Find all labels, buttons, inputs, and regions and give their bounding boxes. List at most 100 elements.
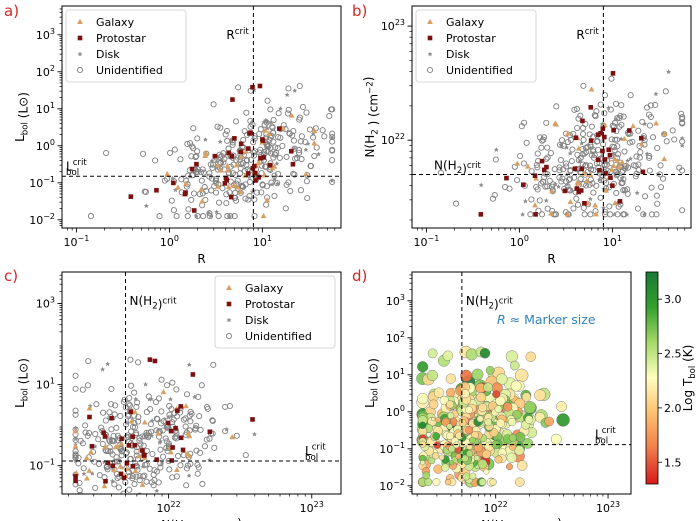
unidentified-point [437, 169, 444, 176]
source-point [447, 412, 455, 420]
legend-label-protostar: Protostar [245, 298, 295, 311]
galaxy-point [141, 419, 148, 425]
unidentified-point [309, 134, 317, 141]
disk-point [173, 187, 178, 193]
unidentified-point [111, 411, 118, 418]
unidentified-point [556, 141, 563, 148]
y-tick-label: 10−1 [379, 441, 405, 456]
colorbar-tick-label: 1.5 [664, 456, 682, 469]
protostar-point [250, 417, 255, 422]
protostar-point [228, 194, 234, 200]
disk-point [247, 174, 252, 180]
galaxy-point [128, 418, 135, 424]
source-point [489, 478, 497, 486]
galaxy-point [256, 159, 262, 165]
protostar-point [600, 126, 606, 131]
unidentified-point [135, 359, 142, 366]
galaxy-point [237, 188, 244, 195]
unidentified-point [111, 500, 116, 505]
protostar-point [101, 430, 106, 436]
source-point [514, 445, 525, 456]
protostar-point [608, 175, 613, 180]
y-tick-label: 101 [36, 101, 55, 116]
unidentified-point [96, 472, 103, 479]
disk-point [278, 106, 283, 111]
disk-point [108, 496, 113, 501]
unidentified-point [72, 407, 79, 414]
galaxy-point [83, 475, 90, 481]
y-tick-label: 103 [36, 296, 55, 311]
unidentified-point [304, 195, 311, 202]
disk-point [162, 416, 168, 422]
source-point [461, 454, 469, 463]
legend-marker-unidentified [76, 66, 84, 74]
galaxy-point [238, 153, 245, 159]
protostar-point [118, 471, 124, 477]
y-tick-label: 1023 [381, 18, 405, 33]
disk-point [123, 420, 129, 426]
unidentified-point [669, 127, 676, 134]
source-point [478, 403, 488, 413]
unidentified-point [77, 491, 84, 494]
disk-point [249, 119, 255, 125]
galaxy-point [532, 202, 538, 208]
galaxy-point [86, 467, 93, 473]
galaxy-point [224, 162, 231, 169]
unidentified-point [187, 140, 194, 147]
protostar-point [595, 132, 601, 137]
source-point [424, 478, 433, 487]
source-point [509, 443, 517, 451]
unidentified-point [251, 196, 258, 203]
unidentified-point [299, 103, 307, 111]
y-axis-label: Lbol (L⊙) [13, 92, 31, 142]
x-axis-label: N(H2 ) (cm−2) [161, 517, 242, 521]
unidentified-point [92, 430, 99, 437]
unidentified-point [329, 134, 336, 141]
unidentified-point [629, 138, 636, 145]
unidentified-point [187, 418, 194, 425]
unidentified-point [284, 110, 291, 117]
disk-point [520, 211, 526, 217]
unidentified-point [321, 133, 328, 140]
galaxy-point [280, 125, 286, 131]
unidentified-point [547, 150, 554, 157]
disk-point [250, 136, 256, 141]
unidentified-point [489, 195, 497, 202]
unidentified-point [171, 434, 178, 441]
unidentified-point [662, 88, 669, 95]
unidentified-point [290, 137, 297, 144]
protostar-point [128, 194, 134, 199]
unidentified-point [72, 448, 79, 455]
unidentified-point [86, 429, 93, 437]
disk-point [168, 396, 173, 402]
unidentified-point [174, 452, 182, 460]
unidentified-point [148, 500, 153, 505]
source-point [524, 415, 534, 424]
unidentified-point [573, 195, 580, 202]
unidentified-point [150, 482, 157, 489]
unidentified-point [570, 130, 577, 137]
legend-box [415, 9, 537, 83]
unidentified-point [220, 150, 227, 157]
disk-point [73, 458, 78, 464]
panel-3: c) 1022 1023 10−1 101 103 N(H2 ) (cm−2) Lbol (L… [4, 267, 342, 521]
unidentified-point [173, 413, 181, 420]
unidentified-point [206, 170, 213, 177]
galaxy-point [288, 112, 295, 118]
source-point [460, 389, 470, 399]
panel-2: b) 10−1 100 101 1022 1023 R N(H2 ) (cm−2) Rcrit N… [352, 2, 692, 266]
galaxy-point [619, 159, 626, 165]
protostar-point [130, 463, 136, 469]
unidentified-point [194, 135, 201, 142]
unidentified-point [613, 169, 620, 176]
galaxy-point [271, 163, 278, 169]
unidentified-point [209, 417, 216, 424]
source-point [446, 400, 455, 409]
unidentified-point [298, 156, 305, 163]
disk-point [619, 175, 625, 181]
unidentified-point [657, 162, 664, 169]
unidentified-point [72, 411, 79, 418]
unidentified-point [150, 471, 157, 478]
protostar-point [579, 166, 585, 172]
protostar-point [578, 188, 584, 193]
